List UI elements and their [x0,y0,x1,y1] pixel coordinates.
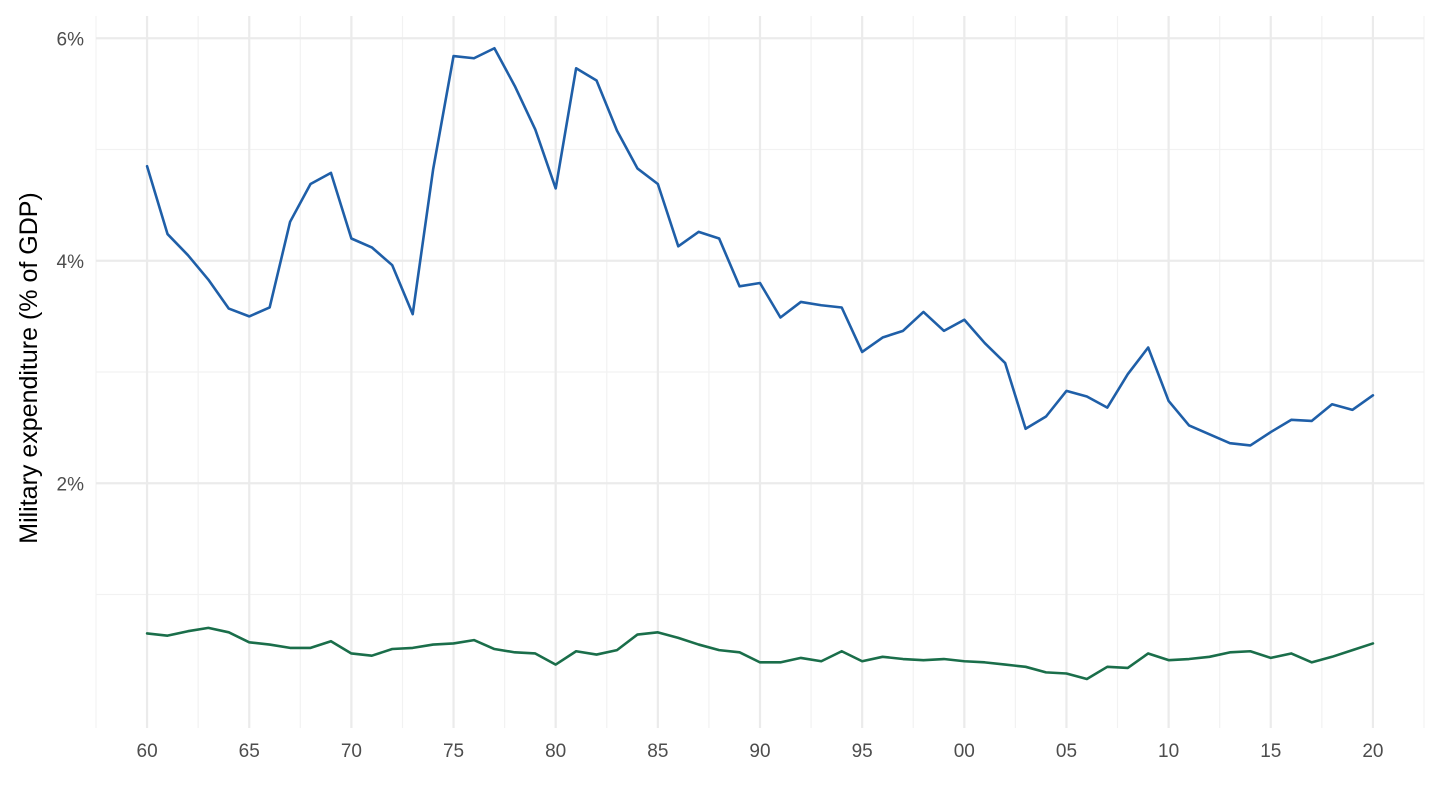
x-axis-tick-labels: 60 65 70 75 80 85 90 95 00 05 10 15 20 [137,741,1384,762]
series-group [145,46,1375,681]
x-tick-label: 95 [852,741,873,762]
series-line-1 [145,46,1375,447]
x-tick-label: 70 [341,741,362,762]
x-tick-label: 20 [1362,741,1383,762]
series-line-2 [145,626,1375,681]
x-tick-label: 90 [749,741,770,762]
x-tick-label: 65 [239,741,260,762]
x-tick-label: 85 [647,741,668,762]
x-tick-label: 60 [137,741,158,762]
x-tick-label: 15 [1260,741,1281,762]
x-tick-label: 80 [545,741,566,762]
y-tick-label: 4% [57,252,85,273]
x-tick-label: 75 [443,741,464,762]
y-axis-title: Military expenditure (% of GDP) [15,192,43,544]
y-axis-tick-labels: 2% 4% 6% [57,29,85,495]
grid [95,16,1425,728]
x-tick-label: 00 [954,741,975,762]
x-tick-label: 10 [1158,741,1179,762]
y-tick-label: 6% [57,29,85,50]
x-tick-label: 05 [1056,741,1077,762]
y-tick-label: 2% [57,474,85,495]
